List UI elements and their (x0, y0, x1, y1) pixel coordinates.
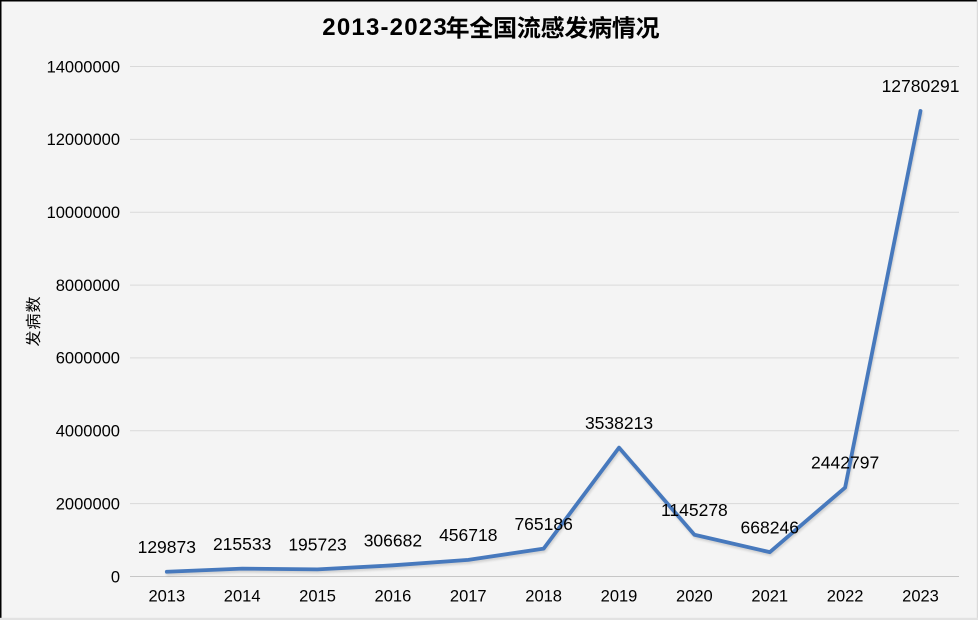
svg-text:2017: 2017 (450, 587, 487, 605)
svg-text:2022: 2022 (827, 587, 864, 605)
svg-text:3538213: 3538213 (585, 413, 653, 433)
svg-text:2015: 2015 (299, 587, 336, 605)
svg-text:12000000: 12000000 (47, 131, 120, 149)
svg-text:14000000: 14000000 (47, 58, 120, 76)
svg-text:2013: 2013 (148, 587, 185, 605)
svg-text:668246: 668246 (741, 517, 799, 537)
svg-text:2013-2023: 2013-2023 (322, 14, 448, 41)
svg-text:2442797: 2442797 (811, 453, 879, 473)
svg-text:129873: 129873 (138, 537, 196, 557)
svg-text:6000000: 6000000 (56, 350, 120, 368)
svg-text:2021: 2021 (751, 587, 788, 605)
svg-text:2000000: 2000000 (56, 495, 120, 513)
svg-text:306682: 306682 (364, 531, 422, 551)
svg-text:765186: 765186 (514, 514, 572, 534)
svg-text:456718: 456718 (439, 525, 497, 545)
svg-text:2018: 2018 (525, 587, 562, 605)
svg-text:2019: 2019 (601, 587, 638, 605)
svg-text:8000000: 8000000 (56, 277, 120, 295)
svg-text:2023: 2023 (902, 587, 939, 605)
svg-text:4000000: 4000000 (56, 423, 120, 441)
svg-text:195723: 195723 (288, 535, 346, 555)
svg-text:2016: 2016 (375, 587, 412, 605)
svg-text:2020: 2020 (676, 587, 713, 605)
svg-text:2014: 2014 (224, 587, 261, 605)
svg-text:0: 0 (111, 568, 120, 586)
svg-text:1145278: 1145278 (661, 500, 728, 520)
svg-text:10000000: 10000000 (47, 204, 120, 222)
svg-text:12780291: 12780291 (882, 76, 960, 96)
svg-text:215533: 215533 (213, 534, 271, 554)
